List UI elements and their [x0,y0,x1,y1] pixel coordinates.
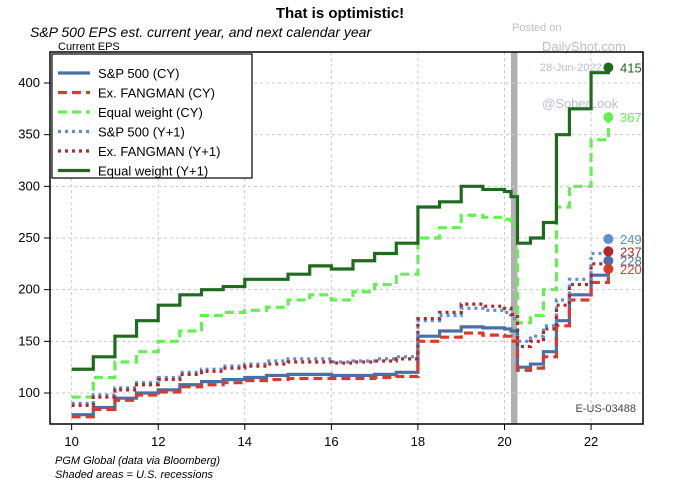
x-tick-label: 20 [497,434,511,449]
watermark-line1: Posted on [512,22,562,34]
chart-subtitle: S&P 500 EPS est. current year, and next … [30,24,372,40]
watermark-line2: DailyShot.com [542,39,626,54]
y-tick-label: 400 [18,75,40,90]
x-tick-label: 18 [411,434,425,449]
x-tick-label: 10 [64,434,78,449]
end-label: 249 [620,232,642,247]
y-tick-label: 300 [18,178,40,193]
y-tick-label: 150 [18,333,40,348]
series-endpoint [603,62,614,73]
y-tick-label: 100 [18,385,40,400]
y-tick-label: 200 [18,282,40,297]
series-line-ex-fangman-y-1 [71,251,610,407]
chart-title: That is optimistic! [276,5,404,22]
x-tick-label: 16 [324,434,338,449]
footer-note: Shaded areas = U.S. recessions [55,469,214,481]
y-tick-label: 250 [18,230,40,245]
legend-label: Ex. FANGMAN (CY) [98,86,215,101]
footer-source: PGM Global (data via Bloomberg) [55,455,220,467]
watermark-line3: 28-Jun-2022 [540,62,602,74]
ticks-layer: 10 12 14 16 18 20 22 100 150 200 250 300 350 400 [18,75,598,449]
endpoint-layer [603,62,614,274]
chart-code: E-US-03488 [575,403,636,415]
series-line-equal-weight-y-1 [71,67,610,371]
end-label: 415 [620,61,642,76]
series-line-ex-fangman-cy [71,269,610,419]
legend-label: S&P 500 (Y+1) [98,125,185,140]
end-label: 220 [620,262,642,277]
end-label: 367 [620,110,642,125]
watermark: Posted on DailyShot.com 28-Jun-2022 @Sob… [512,22,626,111]
legend-label: Equal weight (CY) [98,105,203,120]
y-axis-label: Current EPS [58,41,120,53]
series-endpoint [603,255,614,266]
legend-label: Equal weight (Y+1) [98,164,208,179]
legend-box [51,53,253,179]
legend: S&P 500 (CY) Ex. FANGMAN (CY) Equal weight… [51,53,253,179]
series-endpoint [603,112,614,123]
y-tick-label: 350 [18,127,40,142]
end-label: 237 [620,244,642,259]
series-endpoint [603,264,614,274]
series-endpoint [603,246,614,257]
series-line-s-p-500-cy [71,260,610,417]
series-endpoint [603,234,614,245]
watermark-line4: @SoberLook [542,96,619,111]
end-label: 228 [620,254,642,269]
x-tick-label: 12 [151,434,165,449]
legend-label: S&P 500 (CY) [98,66,179,81]
series-line-s-p-500-y-1 [71,239,610,405]
x-tick-label: 22 [584,434,598,449]
x-tick-label: 14 [238,434,252,449]
series-line-equal-weight-cy [71,117,610,399]
series-layer [71,67,610,419]
legend-label: Ex. FANGMAN (Y+1) [98,144,220,159]
